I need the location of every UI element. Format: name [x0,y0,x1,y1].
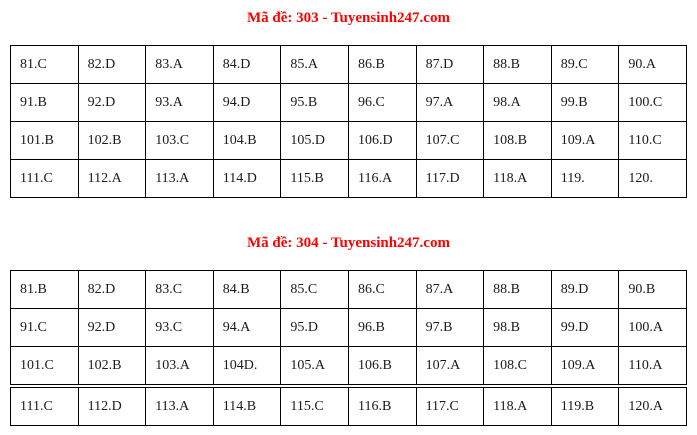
answer-cell: 104D. [212,346,282,385]
answer-cell: 106.D [347,121,417,160]
answer-cell: 87.D [415,45,485,84]
answer-cell: 83.C [145,270,214,309]
answer-cell: 97.A [415,83,485,122]
answer-cell: 86.C [347,270,417,309]
answer-cell: 107.C [415,121,485,160]
answer-cell: 114.B [212,387,282,426]
answer-cell: 81.C [10,45,79,84]
answer-cell: 101.B [10,121,79,160]
answer-cell: 98.B [483,308,552,347]
answer-cell: 117.C [415,387,485,426]
answer-table-304-last-row: 111.C 112.D 113.A 114.B 115.C 116.B 117.… [10,387,687,426]
title-ma-de-304: Mã đề: 304 - Tuyensinh247.com [247,235,450,251]
answer-cell: 119.B [550,387,620,426]
answer-cell: 120.A [618,387,687,426]
answer-cell: 90.A [618,45,687,84]
answer-cell: 101.C [10,346,79,385]
answer-cell: 109.A [550,346,620,385]
answer-cell: 102.B [77,121,147,160]
answer-cell: 110.C [618,121,687,160]
answer-cell: 115.B [280,159,349,198]
table-row: 101.C 102.B 103.A 104D. 105.A 106.B 107.… [10,346,687,385]
answer-cell: 98.A [483,83,552,122]
answer-cell: 112.A [77,159,147,198]
answer-cell: 115.C [280,387,349,426]
answer-cell: 113.A [145,387,214,426]
answer-cell: 113.A [145,159,214,198]
answer-cell: 111.C [10,387,79,426]
answer-cell: 110.A [618,346,687,385]
table-row: 91.B 92.D 93.A 94.D 95.B 96.C 97.A 98.A … [10,83,687,122]
answer-cell: 109.A [550,121,620,160]
answer-cell: 94.D [212,83,282,122]
answer-cell: 90.B [618,270,687,309]
answer-cell: 85.A [280,45,349,84]
answer-cell: 118.A [483,159,552,198]
table-row: 81.C 82.D 83.A 84.D 85.A 86.B 87.D 88.B … [10,45,687,84]
answer-cell: 99.B [550,83,620,122]
answer-cell: 116.A [347,159,417,198]
table-row: 111.C 112.A 113.A 114.D 115.B 116.A 117.… [10,159,687,198]
answer-cell: 102.B [77,346,147,385]
answer-cell: 92.D [77,83,147,122]
answer-cell: 86.B [347,45,417,84]
table-row: 101.B 102.B 103.C 104.B 105.D 106.D 107.… [10,121,687,160]
answer-cell: 92.D [77,308,147,347]
answer-cell: 111.C [10,159,79,198]
title-ma-de-303: Mã đề: 303 - Tuyensinh247.com [247,10,450,26]
answer-cell: 89.D [550,270,620,309]
answer-cell: 100.A [618,308,687,347]
answer-cell: 103.C [145,121,214,160]
answer-cell: 103.A [145,346,214,385]
answer-cell: 87.A [415,270,485,309]
answer-cell: 106.B [347,346,417,385]
answer-cell: 105.A [280,346,349,385]
answer-cell: 100.C [618,83,687,122]
answer-cell: 95.B [280,83,349,122]
answer-cell: 85.C [280,270,349,309]
answer-cell: 83.A [145,45,214,84]
answer-cell: 89.C [550,45,620,84]
answer-cell: 112.D [77,387,147,426]
table-row: 111.C 112.D 113.A 114.B 115.C 116.B 117.… [10,387,687,426]
answer-cell: 84.B [212,270,282,309]
answer-cell: 118.A [483,387,552,426]
answer-table-303: 81.C 82.D 83.A 84.D 85.A 86.B 87.D 88.B … [10,45,687,198]
answer-cell: 116.B [347,387,417,426]
answer-cell: 82.D [77,45,147,84]
answer-cell: 105.D [280,121,349,160]
answer-cell: 107.A [415,346,485,385]
answer-cell: 104.B [212,121,282,160]
answer-cell: 88.B [483,270,552,309]
answer-cell: 119. [550,159,620,198]
answer-cell: 91.C [10,308,79,347]
answer-cell: 95.D [280,308,349,347]
answer-cell: 114.D [212,159,282,198]
answer-table-304: 81.B 82.D 83.C 84.B 85.C 86.C 87.A 88.B … [10,270,687,385]
answer-cell: 108.C [483,346,552,385]
table-row: 91.C 92.D 93.C 94.A 95.D 96.B 97.B 98.B … [10,308,687,347]
answer-cell: 108.B [483,121,552,160]
answer-cell: 88.B [483,45,552,84]
answer-cell: 120. [618,159,687,198]
answer-cell: 96.C [347,83,417,122]
answer-cell: 94.A [212,308,282,347]
answer-cell: 84.D [212,45,282,84]
answer-cell: 81.B [10,270,79,309]
answer-cell: 117.D [415,159,485,198]
table-row: 81.B 82.D 83.C 84.B 85.C 86.C 87.A 88.B … [10,270,687,309]
answer-cell: 93.C [145,308,214,347]
answer-cell: 82.D [77,270,147,309]
answer-cell: 97.B [415,308,485,347]
answer-cell: 96.B [347,308,417,347]
answer-cell: 91.B [10,83,79,122]
answer-cell: 99.D [550,308,620,347]
answer-cell: 93.A [145,83,214,122]
